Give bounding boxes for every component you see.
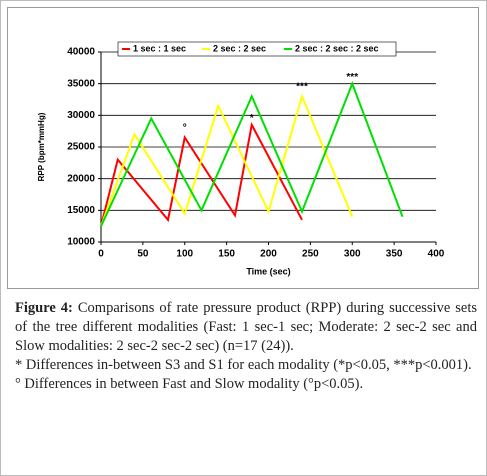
x-tick-label: 350 bbox=[386, 249, 403, 260]
legend-label: 1 sec : 1 sec bbox=[133, 43, 186, 53]
annotation: ° bbox=[183, 123, 187, 134]
chart-frame: 10000 15000 20000 25000 30000 35000 40000 0 50 10… bbox=[7, 7, 479, 289]
legend-label: 2 sec : 2 sec : 2 sec bbox=[295, 43, 379, 53]
legend: 1 sec : 1 sec 2 sec : 2 sec 2 sec : 2 sec … bbox=[117, 41, 397, 57]
x-tick-label: 50 bbox=[137, 249, 149, 260]
y-tick-label: 40000 bbox=[67, 47, 95, 58]
y-tick-label: 25000 bbox=[67, 142, 95, 153]
legend-label: 2 sec : 2 sec bbox=[213, 43, 266, 53]
annotation: * bbox=[250, 113, 254, 124]
annotation: *** bbox=[296, 81, 308, 92]
x-tick-label: 300 bbox=[344, 249, 361, 260]
caption-main: Figure 4: Comparisons of rate pressure p… bbox=[15, 299, 477, 356]
x-axis-label: Time (sec) bbox=[246, 266, 290, 276]
series-line bbox=[100, 121, 303, 227]
y-tick-label: 15000 bbox=[67, 205, 95, 216]
caption-note: * Differences in-between S3 and S1 for e… bbox=[15, 357, 472, 373]
chart: 10000 15000 20000 25000 30000 35000 40000 0 50 10… bbox=[37, 41, 445, 276]
y-tick-label: 30000 bbox=[67, 110, 95, 121]
series-line bbox=[100, 80, 404, 227]
x-tick-label: 150 bbox=[218, 249, 235, 260]
y-axis-label: RPP (bpm*mmHg) bbox=[37, 112, 46, 181]
annotation: *** bbox=[346, 72, 358, 83]
y-tick-label: 20000 bbox=[67, 173, 95, 184]
y-tick-label: 10000 bbox=[67, 237, 95, 248]
x-tick-label: 200 bbox=[260, 249, 277, 260]
legend-box bbox=[117, 41, 397, 57]
x-tick-label: 250 bbox=[302, 249, 319, 260]
x-tick-label: 400 bbox=[428, 249, 445, 260]
y-tick-label: 35000 bbox=[67, 78, 95, 89]
caption-note: ° Differences in between Fast and Slow m… bbox=[15, 376, 364, 392]
series-line bbox=[100, 93, 354, 227]
x-tick-label: 0 bbox=[98, 249, 104, 260]
caption-text: Comparisons of rate pressure product (RP… bbox=[15, 300, 478, 354]
caption: Figure 4: Comparisons of rate pressure p… bbox=[15, 299, 477, 394]
x-tick-label: 100 bbox=[176, 249, 193, 260]
figure-label: Figure 4: bbox=[15, 300, 73, 316]
